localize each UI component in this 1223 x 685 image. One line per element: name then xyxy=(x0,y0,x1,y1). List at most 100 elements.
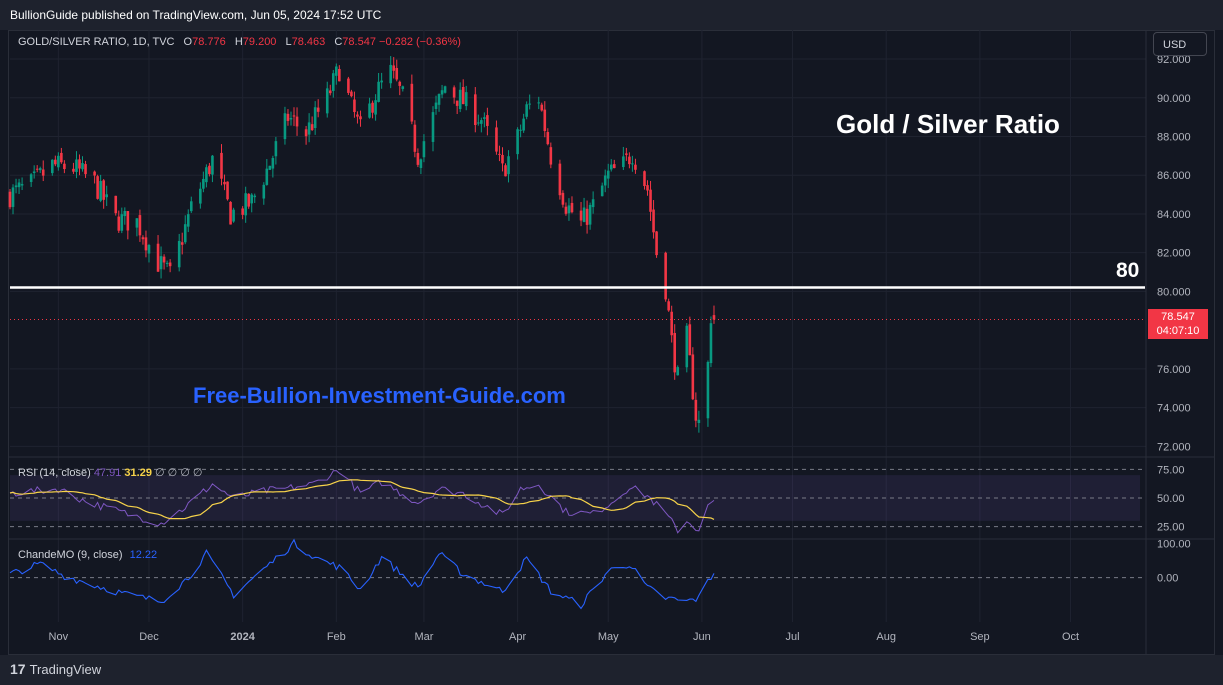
candle-body xyxy=(202,178,205,189)
candle-body xyxy=(649,189,652,212)
bar-countdown: 04:07:10 xyxy=(1156,325,1200,337)
candle-body xyxy=(504,165,507,177)
candle-body xyxy=(205,167,208,183)
cmo-tick-label: 100.00 xyxy=(1157,538,1191,550)
candle-body xyxy=(78,159,81,169)
candle-body xyxy=(431,112,435,142)
candle-body xyxy=(99,180,102,201)
tradingview-logo[interactable]: 17 TradingView xyxy=(10,661,101,677)
symbol-name[interactable]: GOLD/SILVER RATIO, 1D, TVC xyxy=(18,36,175,48)
rsi-tick-label: 50.00 xyxy=(1157,493,1185,505)
candle-body xyxy=(561,192,565,205)
last-price-tag: 78.547 04:07:10 xyxy=(1148,309,1208,339)
candle-body xyxy=(54,159,57,165)
candle-body xyxy=(712,315,716,320)
rsi-empty-values: ∅ ∅ ∅ ∅ xyxy=(155,467,203,479)
candle-body xyxy=(558,163,562,196)
candle-body xyxy=(138,215,142,236)
price-tick-label: 74.000 xyxy=(1157,403,1191,415)
candle-body xyxy=(455,100,459,106)
candle-body xyxy=(253,195,257,198)
candle-body xyxy=(289,118,293,120)
candle-body xyxy=(93,171,96,176)
rsi-tick-label: 25.00 xyxy=(1157,522,1185,534)
candle-body xyxy=(570,202,574,213)
candle-body xyxy=(685,325,689,368)
cmo-title[interactable]: ChandeMO (9, close) xyxy=(18,549,123,561)
candle-body xyxy=(223,181,226,185)
candle-body xyxy=(688,324,692,356)
candle-body xyxy=(338,68,341,82)
candle-body xyxy=(709,323,713,364)
price-tick-label: 90.000 xyxy=(1157,93,1191,105)
candle-body xyxy=(313,107,317,129)
candle-body xyxy=(168,262,172,267)
candle-body xyxy=(123,210,127,217)
candle-body xyxy=(585,208,589,225)
candle-body xyxy=(413,124,417,152)
candle-body xyxy=(477,122,480,124)
rsi-legend[interactable]: RSI (14, close) 47.91 31.29 ∅ ∅ ∅ ∅ xyxy=(18,466,203,479)
candle-body xyxy=(41,169,45,176)
chart-frame[interactable] xyxy=(8,30,1215,655)
rsi-title[interactable]: RSI (14, close) xyxy=(18,467,91,479)
candle-body xyxy=(480,120,483,124)
price-tick-label: 86.000 xyxy=(1157,170,1191,182)
candle-body xyxy=(335,66,338,76)
candle-body xyxy=(162,256,166,263)
header-bar xyxy=(0,0,1223,30)
candle-body xyxy=(600,185,604,197)
x-tick-label: Jul xyxy=(786,631,800,643)
candle-body xyxy=(316,107,320,112)
x-tick-label: Jun xyxy=(693,631,711,643)
candle-body xyxy=(389,64,392,84)
low-label: L xyxy=(285,36,292,48)
candle-body xyxy=(525,104,528,117)
candle-body xyxy=(676,367,680,376)
publisher-text: BullionGuide published on TradingView.co… xyxy=(10,8,382,22)
candle-body xyxy=(540,104,544,111)
chart-title-annotation: Gold / Silver Ratio xyxy=(836,109,1060,139)
cmo-legend[interactable]: ChandeMO (9, close) 12.22 xyxy=(18,549,157,561)
candle-body xyxy=(501,154,504,164)
candle-body xyxy=(38,168,42,171)
candle-body xyxy=(622,156,625,168)
candle-body xyxy=(588,204,592,225)
candle-body xyxy=(226,181,229,200)
rsi-ma-value: 31.29 xyxy=(124,467,152,479)
currency-button[interactable]: USD xyxy=(1153,32,1207,56)
footer-bar xyxy=(0,655,1223,685)
price-tick-label: 76.000 xyxy=(1157,364,1191,376)
candle-body xyxy=(443,86,447,93)
x-tick-label: Oct xyxy=(1062,631,1079,643)
candle-body xyxy=(310,124,314,131)
candle-body xyxy=(507,156,510,175)
candle-body xyxy=(144,237,148,251)
candle-body xyxy=(398,81,402,86)
candle-body xyxy=(75,159,78,172)
candle-body xyxy=(537,102,541,104)
cmo-line xyxy=(9,538,715,610)
candle-body xyxy=(156,243,160,272)
x-tick-label: 2024 xyxy=(230,631,255,643)
symbol-legend[interactable]: GOLD/SILVER RATIO, 1D, TVC O78.776 H79.2… xyxy=(18,36,461,48)
candle-body xyxy=(96,176,99,199)
level-80-label: 80 xyxy=(1116,259,1140,282)
candle-body xyxy=(241,208,244,215)
candle-body xyxy=(628,156,631,165)
candle-body xyxy=(694,399,698,421)
candle-body xyxy=(183,224,187,243)
price-tick-label: 82.000 xyxy=(1157,248,1191,260)
candle-body xyxy=(50,159,54,174)
candle-body xyxy=(452,87,456,98)
candle-body xyxy=(14,185,18,188)
candle-body xyxy=(606,170,610,179)
candle-body xyxy=(135,218,139,228)
x-tick-label: Dec xyxy=(139,631,159,643)
candle-body xyxy=(20,184,24,186)
price-tick-label: 80.000 xyxy=(1157,286,1191,298)
candle-body xyxy=(208,165,211,175)
candle-body xyxy=(395,67,399,80)
open-value: 78.776 xyxy=(192,36,226,48)
